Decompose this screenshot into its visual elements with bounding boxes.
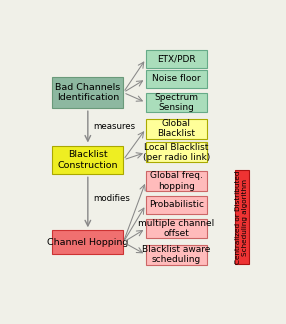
FancyBboxPatch shape: [146, 196, 207, 214]
FancyBboxPatch shape: [52, 77, 123, 108]
FancyBboxPatch shape: [52, 230, 123, 254]
FancyBboxPatch shape: [146, 143, 207, 162]
Text: Blacklist
Construction: Blacklist Construction: [57, 150, 118, 169]
FancyBboxPatch shape: [146, 245, 207, 265]
FancyBboxPatch shape: [146, 70, 207, 87]
FancyBboxPatch shape: [235, 170, 249, 264]
Text: multiple channel
offset: multiple channel offset: [138, 219, 214, 238]
FancyBboxPatch shape: [146, 93, 207, 112]
Text: Global
Blacklist: Global Blacklist: [158, 119, 196, 138]
Text: Centralized or Distributed
Scheduling algorithm: Centralized or Distributed Scheduling al…: [235, 170, 248, 264]
Text: Global freq.
hopping: Global freq. hopping: [150, 171, 203, 191]
Text: Blacklist aware
scheduling: Blacklist aware scheduling: [142, 245, 211, 264]
Text: Probabilistic: Probabilistic: [149, 200, 204, 209]
Text: ETX/PDR: ETX/PDR: [157, 54, 196, 63]
Text: Noise floor: Noise floor: [152, 74, 201, 83]
Text: modifies: modifies: [94, 194, 130, 203]
Text: Channel Hopping: Channel Hopping: [47, 238, 128, 247]
FancyBboxPatch shape: [146, 171, 207, 191]
Text: Bad Channels
Identification: Bad Channels Identification: [55, 83, 120, 102]
FancyBboxPatch shape: [146, 119, 207, 139]
Text: Spectrum
Sensing: Spectrum Sensing: [154, 93, 198, 112]
FancyBboxPatch shape: [146, 218, 207, 238]
FancyBboxPatch shape: [146, 50, 207, 68]
Text: measures: measures: [94, 122, 136, 131]
Text: Local Blacklist
(per radio link): Local Blacklist (per radio link): [143, 143, 210, 162]
FancyBboxPatch shape: [52, 145, 123, 174]
